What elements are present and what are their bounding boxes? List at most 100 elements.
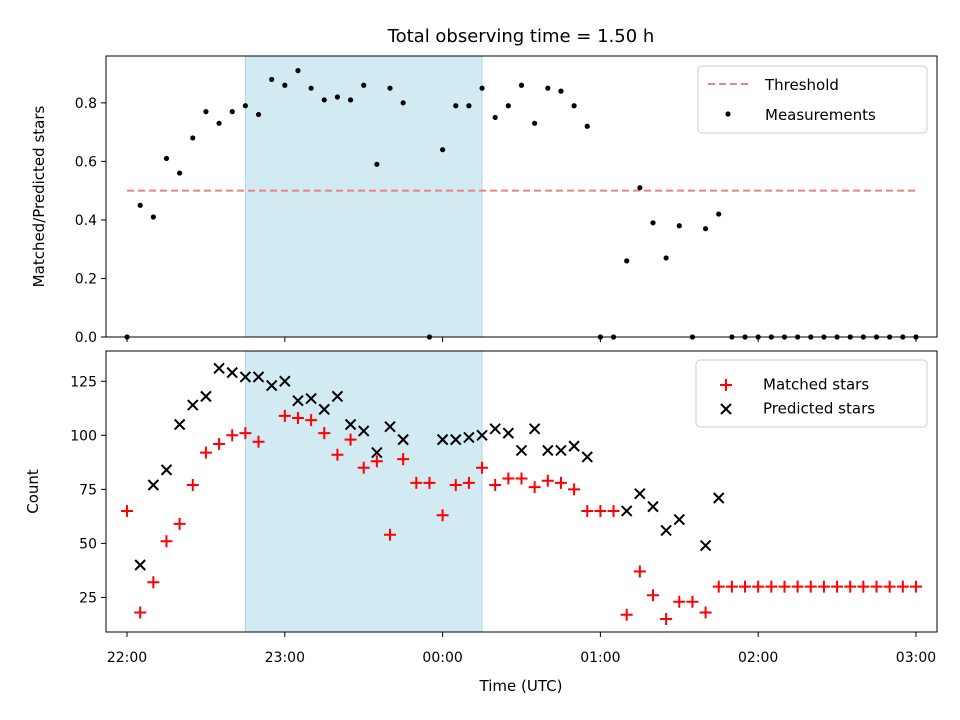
matched-stars-point xyxy=(765,580,778,593)
measurement-point xyxy=(334,94,341,100)
measurement-point xyxy=(282,82,288,88)
matched-stars-point xyxy=(581,504,594,517)
measurement-point xyxy=(361,82,367,88)
measurement-point xyxy=(624,258,630,264)
ratio-y-tick-label: 0.4 xyxy=(75,213,97,229)
predicted-stars-point xyxy=(239,371,252,383)
predicted-stars-point xyxy=(463,431,475,444)
matched-legend-label: Matched stars xyxy=(763,376,869,394)
predicted-stars-point xyxy=(279,375,291,387)
predicted-legend-swatch xyxy=(720,403,732,415)
matched-stars-point xyxy=(305,414,318,427)
measurement-point xyxy=(518,82,525,88)
count-y-tick-label: 125 xyxy=(70,374,97,390)
predicted-stars-point xyxy=(397,433,409,446)
predicted-stars-point xyxy=(265,379,278,392)
x-tick-label: 22:00 xyxy=(107,650,147,666)
ratio-y-tick-label: 0.8 xyxy=(75,96,97,112)
predicted-legend-label: Predicted stars xyxy=(763,400,875,418)
matched-stars-point xyxy=(436,509,449,522)
count-y-axis-label: Count xyxy=(24,469,42,514)
matched-stars-point xyxy=(423,476,436,489)
predicted-stars-point xyxy=(200,390,212,403)
measurement-point xyxy=(479,85,485,91)
count-y-tick-label: 25 xyxy=(79,590,97,606)
predicted-stars-point xyxy=(502,427,515,439)
matched-stars-point xyxy=(804,580,817,593)
predicted-stars-point xyxy=(515,444,528,457)
x-tick-label: 23:00 xyxy=(265,650,305,666)
matched-stars-point xyxy=(554,476,567,489)
measurement-point xyxy=(584,123,590,129)
measurement-point xyxy=(663,255,669,261)
matched-stars-point xyxy=(712,580,725,593)
predicted-stars-point xyxy=(699,539,712,552)
matched-stars-point xyxy=(896,580,909,593)
threshold-legend-label: Threshold xyxy=(764,76,839,94)
matched-stars-point xyxy=(844,580,857,593)
measurement-point xyxy=(163,155,170,162)
matched-stars-point xyxy=(607,504,620,517)
matched-stars-point xyxy=(489,479,502,492)
matched-stars-point xyxy=(502,472,515,485)
matched-stars-point xyxy=(515,472,528,485)
count-legend: Matched stars Predicted stars xyxy=(695,359,928,428)
predicted-stars-point xyxy=(213,362,225,374)
measurement-point xyxy=(387,85,393,91)
matched-stars-point xyxy=(541,474,554,487)
measurement-point xyxy=(466,103,472,109)
matched-stars-point xyxy=(909,580,922,593)
matched-stars-point xyxy=(121,504,134,517)
matched-stars-point xyxy=(646,589,659,602)
matched-stars-point xyxy=(462,476,475,489)
predicted-stars-point xyxy=(147,479,160,491)
matched-stars-point xyxy=(870,580,883,593)
matched-stars-point xyxy=(370,455,383,468)
measurement-point xyxy=(702,226,709,232)
matched-stars-point xyxy=(410,476,423,489)
count-shaded-span xyxy=(244,350,483,633)
ratio-plot-frame xyxy=(105,55,938,338)
measurement-point xyxy=(532,120,538,126)
matched-stars-point xyxy=(778,580,791,593)
predicted-stars-point xyxy=(187,399,199,411)
predicted-stars-point xyxy=(371,446,383,459)
predicted-stars-point xyxy=(292,395,304,407)
matched-stars-point xyxy=(660,613,673,626)
predicted-stars-point xyxy=(344,418,357,431)
matched-stars-point xyxy=(449,479,462,492)
ratio-legend: Threshold Measurements xyxy=(697,65,928,134)
count-y-tick-label: 50 xyxy=(79,536,97,552)
count-legend-box xyxy=(695,359,928,428)
matched-stars-point xyxy=(186,479,199,492)
matched-stars-point xyxy=(213,437,226,450)
matched-stars-point xyxy=(739,580,752,593)
predicted-stars-point xyxy=(226,366,238,379)
measurement-point xyxy=(571,103,577,109)
measurement-point xyxy=(255,111,262,118)
ratio-y-tick-label: 0.6 xyxy=(75,154,97,170)
measurement-point xyxy=(242,103,248,109)
measurement-point xyxy=(558,88,564,94)
matched-stars-point xyxy=(384,528,397,541)
matched-stars-point xyxy=(147,576,160,589)
predicted-stars-point xyxy=(542,444,554,457)
matched-stars-point xyxy=(752,580,765,593)
x-axis-label: Time (UTC) xyxy=(479,677,563,695)
predicted-stars-point xyxy=(476,429,488,442)
predicted-stars-point xyxy=(568,440,580,452)
matched-stars-point xyxy=(673,595,686,608)
ratio-shaded-span xyxy=(244,55,483,338)
predicted-stars-point xyxy=(331,390,344,403)
measurement-point xyxy=(716,211,722,217)
predicted-stars-point xyxy=(673,513,685,526)
measurement-point xyxy=(650,220,656,226)
matched-stars-point xyxy=(620,608,633,621)
ratio-y-axis-label: Matched/Predicted stars xyxy=(30,106,48,288)
matched-stars-point xyxy=(252,435,265,448)
matched-stars-point xyxy=(239,427,252,440)
measurement-point xyxy=(374,161,380,167)
x-tick-label: 03:00 xyxy=(896,650,936,666)
predicted-stars-point xyxy=(173,418,186,431)
matched-stars-point xyxy=(199,446,212,459)
